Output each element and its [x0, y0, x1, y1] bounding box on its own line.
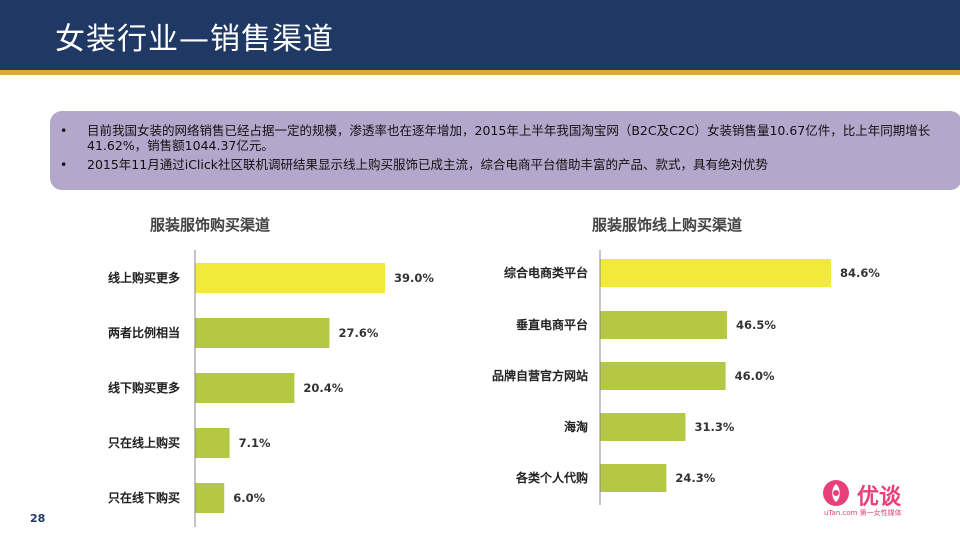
summary-bullet: • 目前我国女装的网络销售已经占据一定的规模，渗透率也在逐年增加，2015年上半…	[60, 123, 942, 153]
bar	[195, 263, 385, 293]
category-label: 两者比例相当	[108, 325, 180, 340]
value-label: 7.1%	[239, 436, 271, 450]
summary-box: • 目前我国女装的网络销售已经占据一定的规模，渗透率也在逐年增加，2015年上半…	[50, 111, 960, 190]
bar	[600, 259, 831, 287]
header-bar	[0, 0, 960, 70]
value-label: 84.6%	[840, 266, 880, 280]
header-stripe	[0, 70, 960, 75]
value-label: 31.3%	[694, 420, 734, 434]
page-title: 女装行业—销售渠道	[55, 22, 334, 57]
bullet-dot: •	[60, 123, 68, 138]
page-number: 28	[30, 512, 46, 525]
bullet-text: 2015年11月通过iClick社区联机调研结果显示线上购买服饰已成主流，综合电…	[87, 157, 768, 172]
value-label: 39.0%	[394, 271, 434, 285]
category-label: 品牌自营官方网站	[492, 368, 588, 383]
bar	[195, 318, 330, 348]
bar	[600, 311, 727, 339]
chart-title-left: 服装服饰购买渠道	[150, 216, 271, 234]
bar	[600, 362, 726, 390]
bullet-text: 目前我国女装的网络销售已经占据一定的规模，渗透率也在逐年增加，2015年上半年我…	[87, 123, 931, 153]
bar	[195, 373, 295, 403]
value-label: 46.5%	[736, 318, 776, 332]
summary-bullet: • 2015年11月通过iClick社区联机调研结果显示线上购买服饰已成主流，综…	[60, 157, 942, 172]
bar	[600, 464, 667, 492]
category-label: 只在线下购买	[108, 490, 180, 505]
utan-logo: 优谈 uTan.com 第一女性媒体	[820, 477, 930, 522]
bar	[195, 428, 230, 458]
bar	[600, 413, 686, 441]
category-label: 各类个人代购	[515, 470, 588, 485]
category-label: 综合电商类平台	[504, 265, 588, 280]
logo-subtitle: uTan.com 第一女性媒体	[824, 509, 902, 517]
value-label: 6.0%	[233, 491, 265, 505]
category-label: 线上购买更多	[108, 270, 180, 285]
bullet-dot: •	[60, 157, 68, 172]
value-label: 46.0%	[735, 369, 775, 383]
category-label: 垂直电商平台	[516, 317, 588, 332]
category-label: 线下购买更多	[108, 380, 180, 395]
value-label: 24.3%	[675, 471, 715, 485]
bar	[195, 483, 225, 513]
value-label: 27.6%	[338, 326, 378, 340]
category-label: 只在线上购买	[108, 435, 180, 450]
category-label: 海淘	[564, 419, 588, 434]
value-label: 20.4%	[303, 381, 343, 395]
logo-name: 优谈	[857, 485, 902, 510]
chart-title-right: 服装服饰线上购买渠道	[592, 216, 743, 234]
logo-mark-icon	[823, 480, 849, 506]
